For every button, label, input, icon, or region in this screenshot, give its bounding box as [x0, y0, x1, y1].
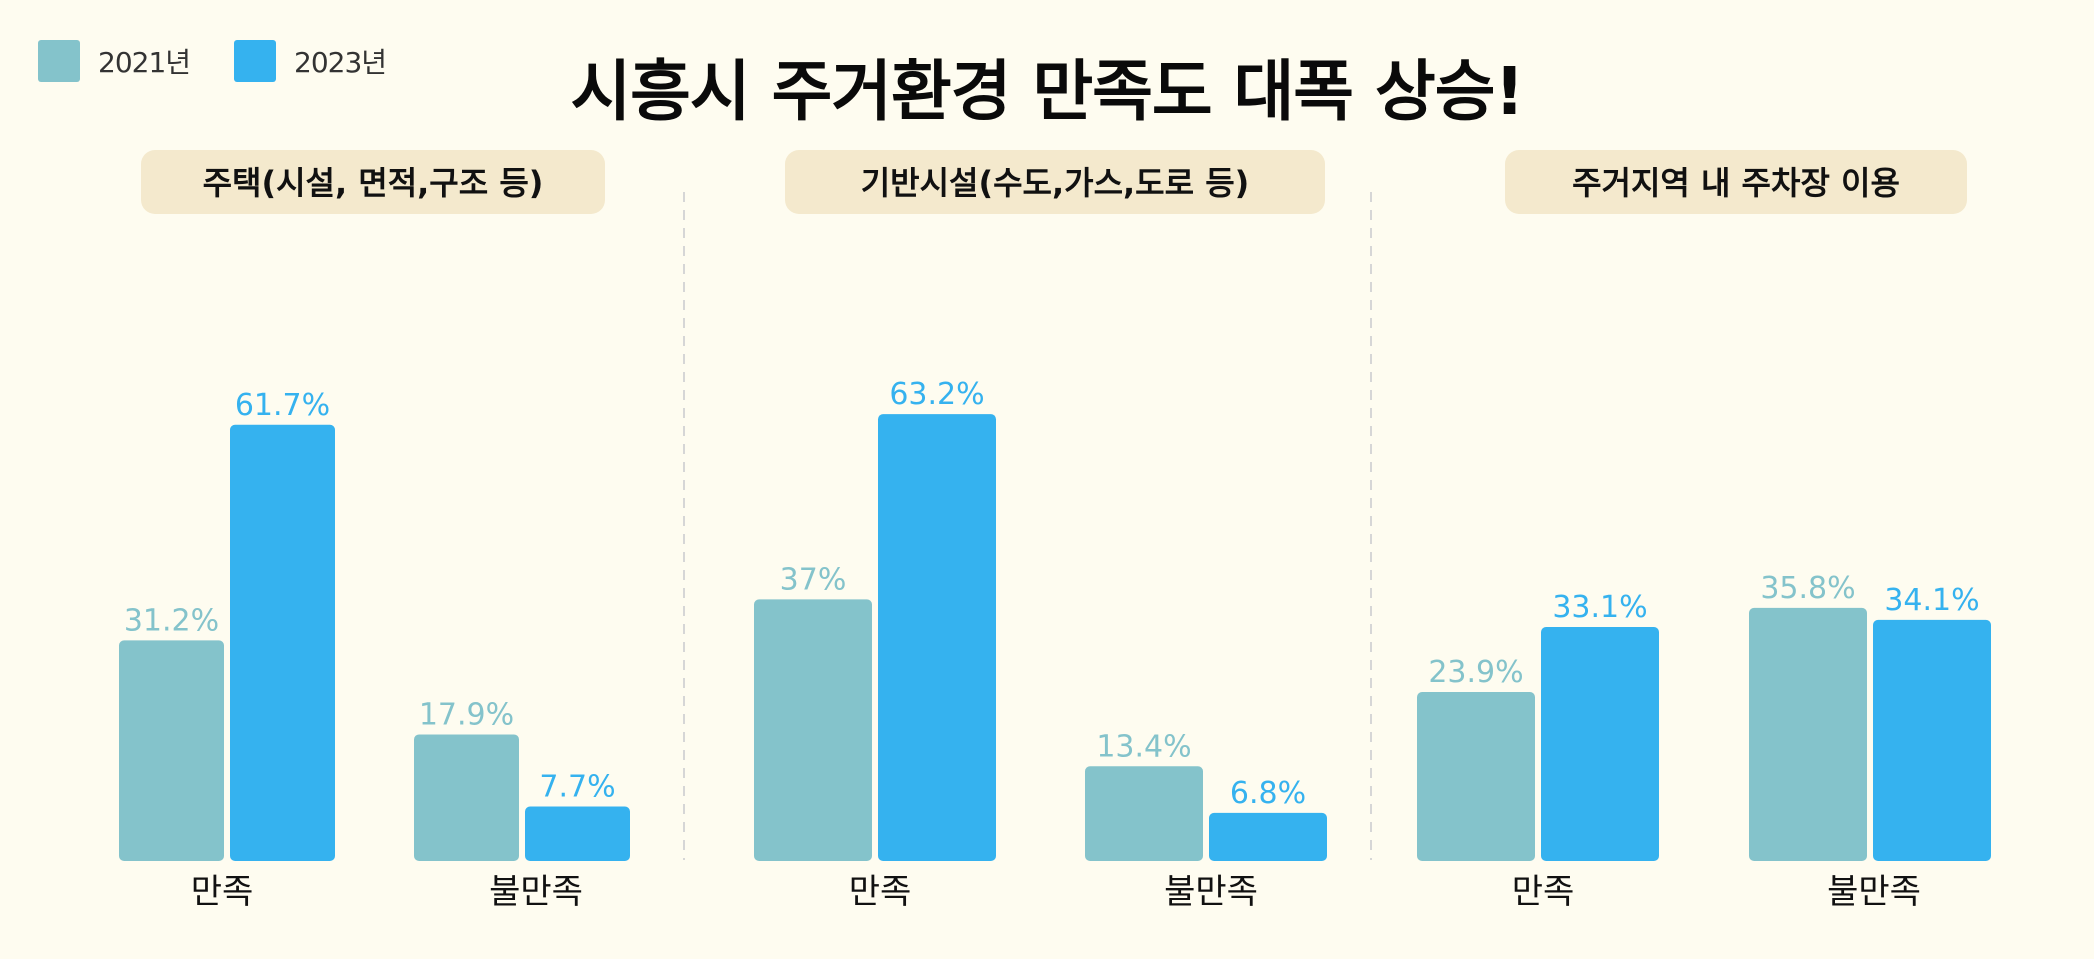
panel-title-2: 기반시설(수도,가스,도로 등)	[861, 164, 1250, 202]
bar-p1-만족-2023년	[230, 424, 335, 861]
value-label-p2-만족-2021년: 37%	[780, 562, 847, 597]
legend-swatch-2023	[234, 40, 277, 82]
category-label-p2-2: 불만족	[1164, 872, 1258, 912]
bar-p3-불만족-2023년	[1873, 619, 1991, 861]
value-label-p1-불만족-2021년: 17.9%	[419, 697, 514, 732]
panel-title-pill-3	[1505, 150, 1967, 214]
chart-title: 시흥시 주거환경 만족도 대폭 상승!	[570, 53, 1524, 130]
category-label-p2-1: 만족	[849, 872, 912, 912]
value-label-p1-만족-2023년: 61.7%	[235, 388, 330, 423]
bar-p3-불만족-2021년	[1749, 607, 1867, 861]
value-label-p3-불만족-2021년: 35.8%	[1760, 571, 1855, 606]
category-label-p3-1: 만족	[1512, 872, 1575, 912]
bar-p2-불만족-2021년	[1085, 766, 1203, 861]
bar-p2-만족-2023년	[878, 414, 996, 861]
legend-label-2021: 2021년	[98, 46, 191, 79]
bar-p1-불만족-2021년	[414, 734, 519, 861]
value-label-p1-만족-2021년: 31.2%	[124, 603, 219, 638]
bar-p2-만족-2021년	[754, 599, 872, 861]
value-label-p3-만족-2023년: 33.1%	[1552, 590, 1647, 625]
bar-p3-만족-2023년	[1541, 626, 1659, 861]
legend-item-2021: 2021년	[38, 40, 191, 82]
panel-title-3: 주거지역 내 주차장 이용	[1572, 164, 1900, 202]
legend-item-2023: 2023년	[234, 40, 387, 82]
category-label-p1-1: 만족	[191, 872, 254, 912]
value-label-p2-불만족-2023년: 6.8%	[1230, 776, 1306, 811]
panel-title-pill-2	[785, 150, 1325, 214]
bar-p3-만족-2021년	[1417, 692, 1535, 861]
value-label-p3-불만족-2023년: 34.1%	[1884, 583, 1979, 618]
legend-label-2023: 2023년	[294, 46, 387, 79]
legend-swatch-2021	[38, 40, 80, 82]
value-label-p1-불만족-2023년: 7.7%	[539, 770, 615, 805]
value-label-p2-만족-2023년: 63.2%	[889, 377, 984, 412]
bar-p1-불만족-2023년	[525, 806, 630, 861]
panel-title-pill-1	[141, 150, 605, 214]
bar-p1-만족-2021년	[119, 640, 224, 861]
bar-p2-불만족-2023년	[1209, 812, 1327, 861]
category-label-p1-2: 불만족	[489, 872, 583, 912]
category-label-p3-2: 불만족	[1827, 872, 1921, 912]
value-label-p2-불만족-2021년: 13.4%	[1096, 729, 1191, 764]
panel-title-1: 주택(시설, 면적,구조 등)	[203, 164, 544, 202]
chart-legend: 2021년 2023년	[38, 40, 430, 82]
value-label-p3-만족-2021년: 23.9%	[1428, 655, 1523, 690]
